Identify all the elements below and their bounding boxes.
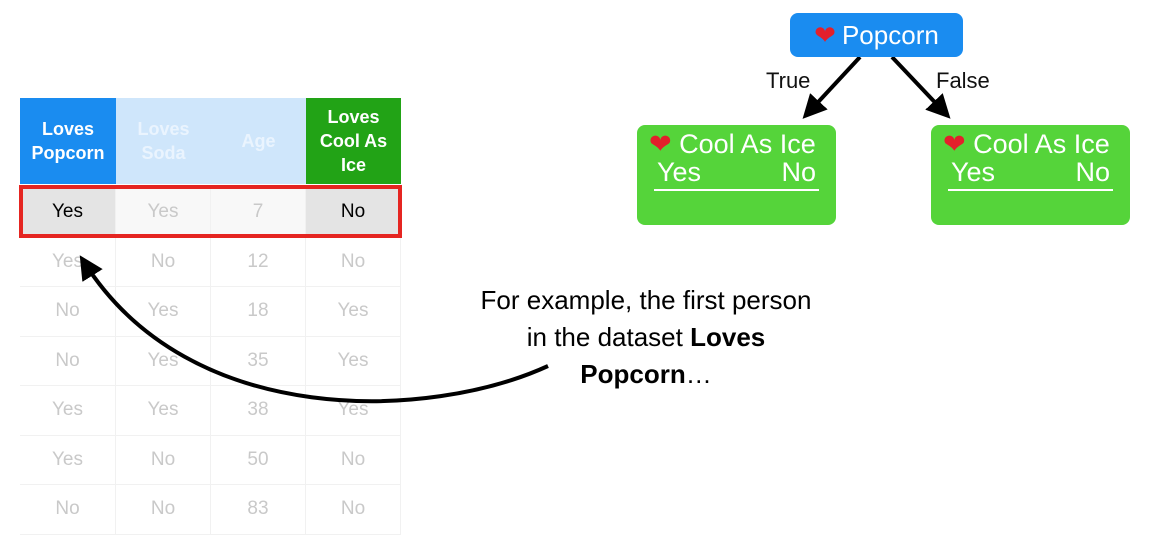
annotation-line-1: For example, the first person	[480, 285, 812, 315]
table-cell: No	[116, 237, 211, 287]
table-cell: No	[306, 435, 401, 485]
leaf-no: No	[1075, 157, 1110, 187]
annotation-plain: …	[685, 359, 712, 389]
table-cell: No	[20, 485, 116, 535]
table-cell: Yes	[116, 188, 211, 238]
table-cell: 7	[211, 188, 306, 238]
table-cell: 18	[211, 287, 306, 337]
annotation-bold: Popcorn	[580, 359, 686, 389]
table-cell: 35	[211, 336, 306, 386]
table-cell: Yes	[20, 435, 116, 485]
annotation-line-3: Popcorn…	[420, 356, 872, 393]
annotation-bold: Loves	[690, 322, 766, 352]
annotation-plain: in the dataset	[526, 322, 691, 352]
true-branch-arrow	[802, 55, 862, 119]
table-cell: No	[20, 287, 116, 337]
column-header: Age	[211, 98, 306, 184]
column-header: Loves Cool As Ice	[306, 98, 401, 184]
leaf-no: No	[781, 157, 816, 187]
column-header: Loves Soda	[116, 98, 211, 184]
heart-icon: ❤	[814, 19, 836, 50]
heart-icon: ❤	[649, 129, 672, 159]
table-cell: Yes	[306, 386, 401, 436]
heart-icon: ❤	[943, 129, 966, 159]
table-cell: No	[20, 336, 116, 386]
table-cell: Yes	[116, 386, 211, 436]
table-cell: 83	[211, 485, 306, 535]
false-label: False	[936, 68, 990, 93]
table-cell: Yes	[306, 336, 401, 386]
leaf-label: Cool As Ice	[679, 129, 816, 159]
table-cell: 38	[211, 386, 306, 436]
table-cell: 12	[211, 237, 306, 287]
table-cell: No	[306, 188, 401, 238]
table-cell: Yes	[306, 287, 401, 337]
table-cell: No	[116, 435, 211, 485]
highlight-row-box	[19, 185, 402, 238]
leaf-label: Cool As Ice	[973, 129, 1110, 159]
table-cell: No	[306, 237, 401, 287]
leaf-yes: Yes	[951, 157, 996, 187]
table-cell: No	[306, 485, 401, 535]
table-cell: Yes	[20, 386, 116, 436]
table-cell: Yes	[116, 287, 211, 337]
table-cell: 50	[211, 435, 306, 485]
leaf-node-false: ❤ Cool As Ice Yes No	[931, 125, 1130, 225]
column-header: Loves Popcorn	[20, 98, 116, 184]
root-label: Popcorn	[841, 19, 939, 50]
leaf-underline	[948, 189, 1113, 191]
leaf-underline	[654, 189, 819, 191]
true-label: True	[766, 68, 811, 93]
annotation-line-2: in the dataset Loves	[420, 319, 872, 356]
root-node: ❤ Popcorn	[790, 13, 963, 57]
false-branch-arrow	[890, 55, 951, 119]
leaf-yes: Yes	[657, 157, 702, 187]
curved-pointer-arrow	[79, 255, 549, 404]
leaf-node-true: ❤ Cool As Ice Yes No	[637, 125, 836, 225]
table-cell: No	[116, 485, 211, 535]
annotation-text: For example, the first person in the dat…	[420, 282, 872, 393]
